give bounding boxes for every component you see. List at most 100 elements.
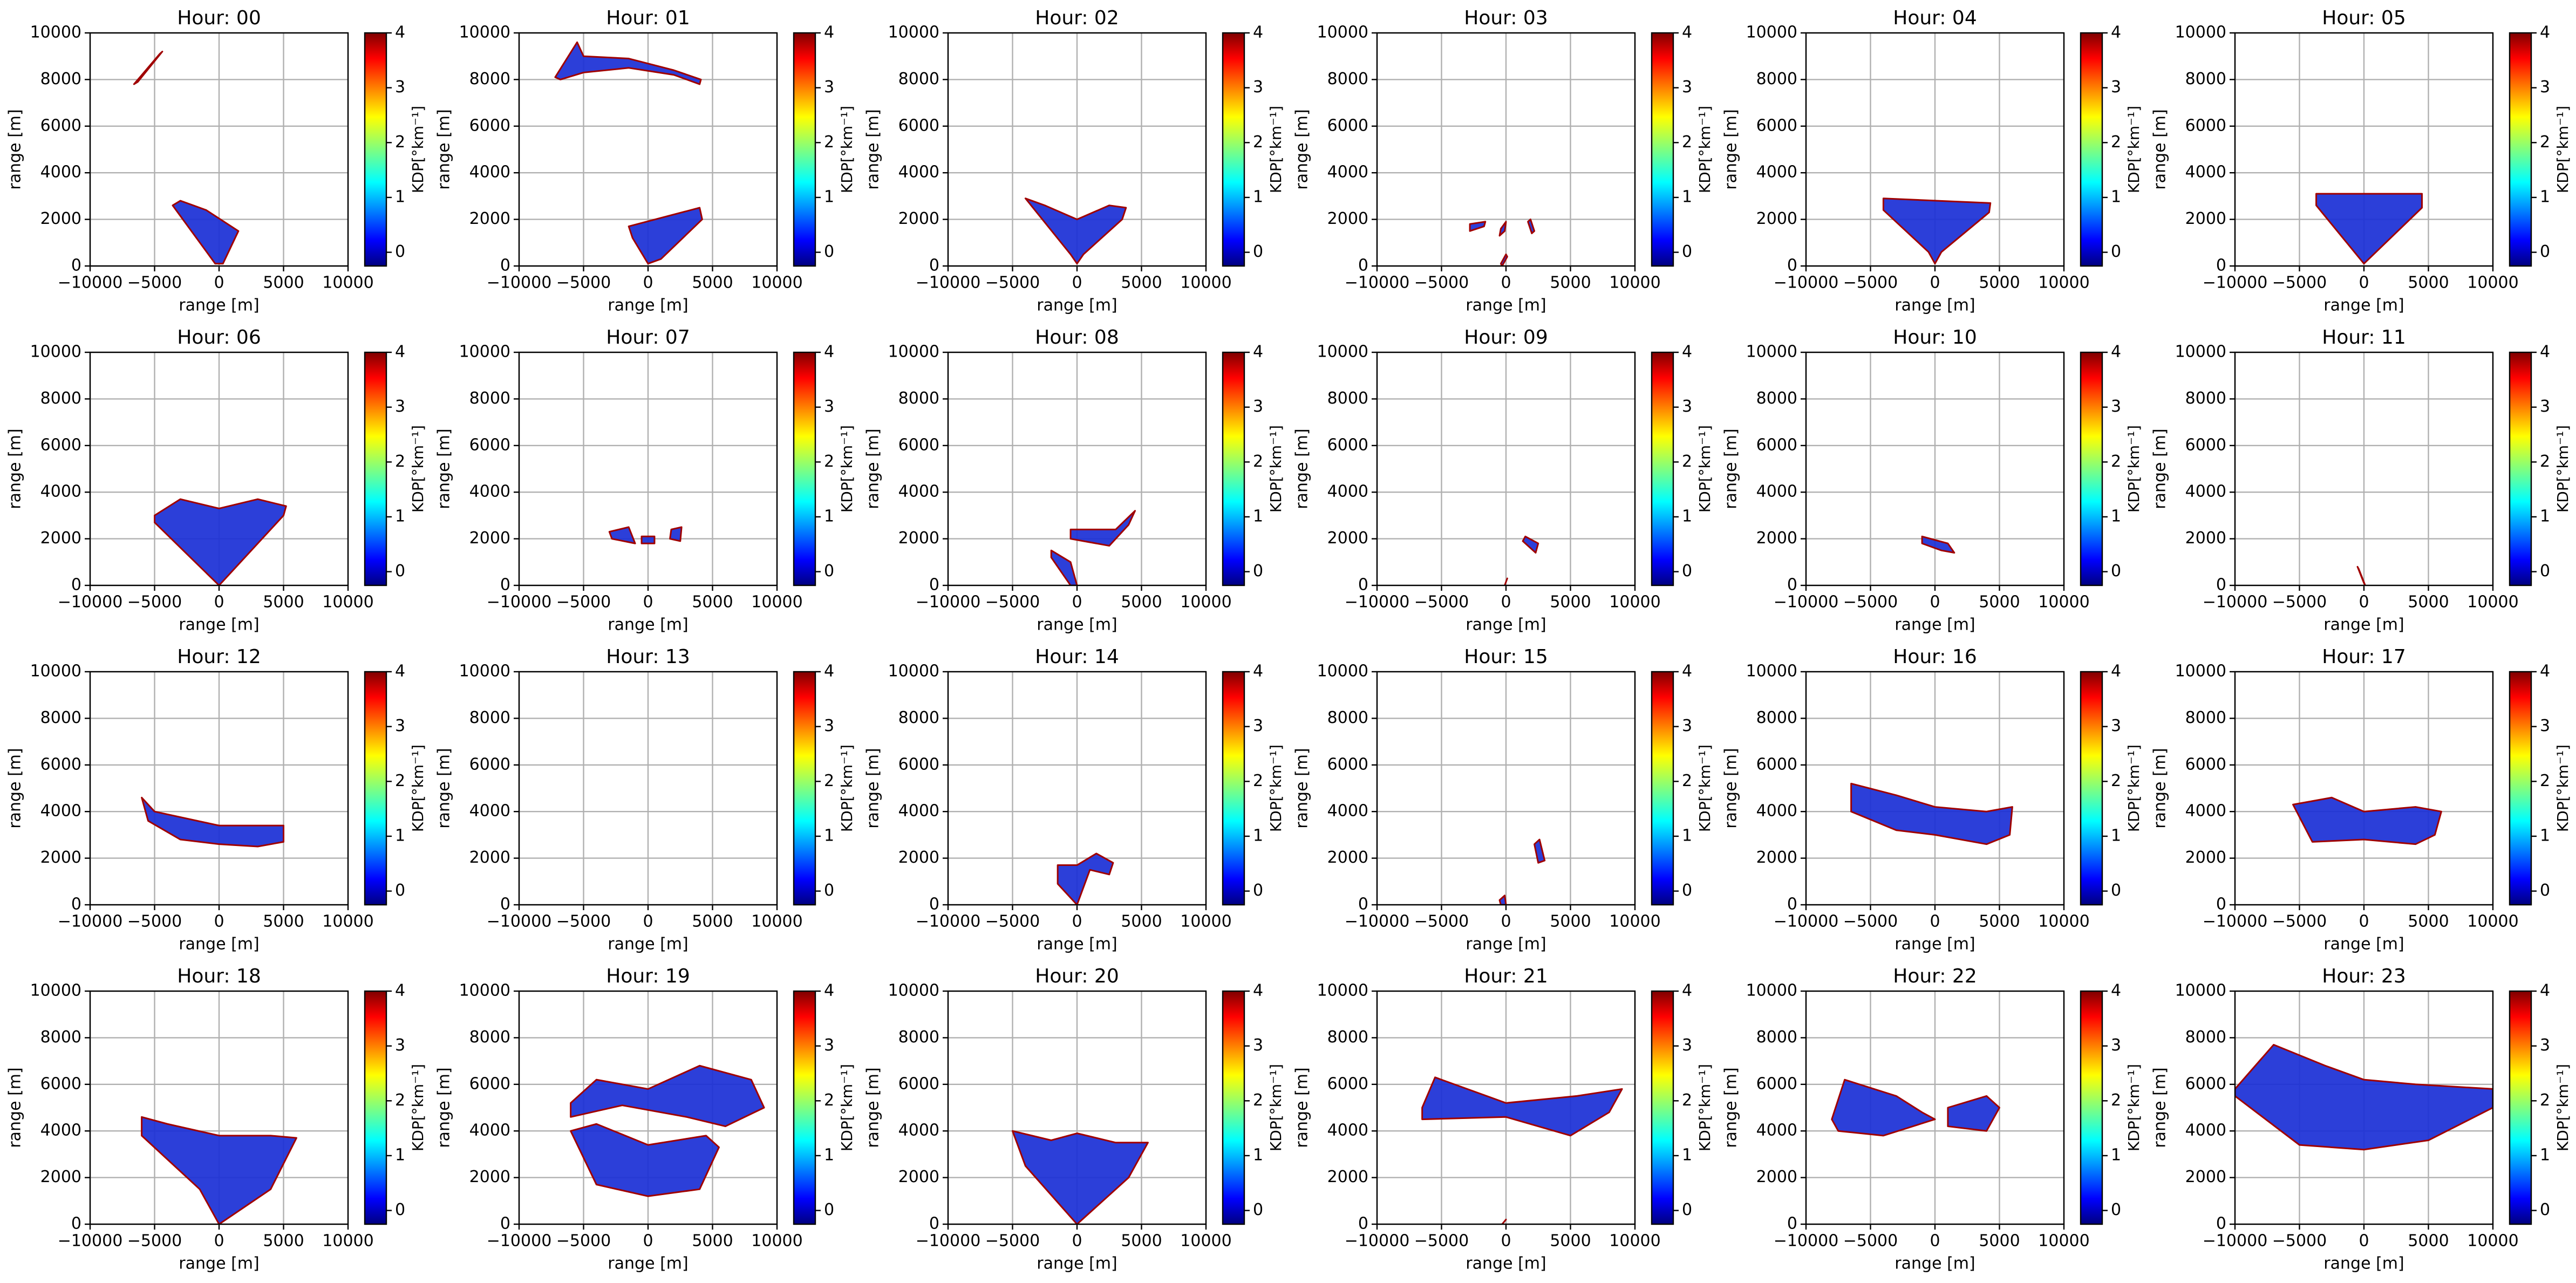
x-tick-label: 10000 <box>1609 593 1660 612</box>
y-tick-label: 0 <box>71 576 81 595</box>
x-axis-label: range [m] <box>608 1254 688 1273</box>
echo-region <box>1831 1079 1936 1137</box>
x-tick-label: 5000 <box>1979 1232 2020 1251</box>
x-tick-label: −5000 <box>1843 593 1898 612</box>
colorbar-label: KDP[°km⁻¹] <box>2554 745 2572 832</box>
x-tick-label: 5000 <box>1121 274 1162 292</box>
x-tick-label: 10000 <box>2038 274 2089 292</box>
colorbar-tick-label: 1 <box>2111 1145 2121 1164</box>
echo-region <box>1504 577 1508 585</box>
x-axis-label: range [m] <box>179 296 259 315</box>
colorbar <box>2509 351 2532 586</box>
x-tick-label: −10000 <box>58 912 123 931</box>
y-tick-label: 8000 <box>40 389 81 408</box>
colorbar-tick-label: 3 <box>2540 397 2550 416</box>
colorbar-tick-label: 3 <box>824 397 834 416</box>
axes-frame <box>947 32 1207 267</box>
colorbar-tick-label: 2 <box>824 1091 834 1110</box>
subplot-title: Hour: 12 <box>177 646 261 668</box>
y-tick-label: 10000 <box>2175 981 2226 1000</box>
x-tick-label: −5000 <box>1414 274 1469 292</box>
y-tick-label: 6000 <box>898 116 939 135</box>
colorbar-tick-label: 0 <box>824 881 834 900</box>
echo-region <box>2315 193 2423 265</box>
colorbar <box>1222 990 1245 1225</box>
y-tick-label: 8000 <box>2185 389 2226 408</box>
x-tick-label: −5000 <box>556 1232 611 1251</box>
y-tick-label: 8000 <box>898 708 939 727</box>
colorbar-tick-label: 4 <box>1682 981 1692 1000</box>
x-axis-label: range [m] <box>1037 935 1117 954</box>
y-tick-label: 4000 <box>40 802 81 821</box>
colorbar-tick-label: 1 <box>1253 1145 1263 1164</box>
x-tick-label: −10000 <box>487 274 552 292</box>
axes-frame <box>1376 990 1636 1225</box>
y-tick-label: 6000 <box>40 435 81 454</box>
x-tick-label: −10000 <box>487 912 552 931</box>
colorbar-label: KDP[°km⁻¹] <box>1267 745 1285 832</box>
y-axis-label: range [m] <box>435 1067 454 1148</box>
colorbar-tick-label: 0 <box>1682 881 1692 900</box>
y-tick-label: 10000 <box>30 343 81 361</box>
x-tick-label: 0 <box>1072 593 1082 612</box>
subplot-title: Hour: 04 <box>1893 7 1977 29</box>
colorbar-tick-label: 0 <box>2111 562 2121 581</box>
axes-frame <box>89 990 349 1225</box>
y-tick-label: 8000 <box>898 70 939 88</box>
x-tick-label: 0 <box>214 274 224 292</box>
subplot: −10000 −5000 0 5000 100000200040006000800010… <box>435 965 856 1273</box>
x-tick-label: −10000 <box>1345 593 1410 612</box>
y-tick-label: 8000 <box>469 1028 510 1047</box>
colorbar-tick-label: 2 <box>1682 772 1692 790</box>
x-tick-label: 5000 <box>263 1232 304 1251</box>
colorbar-label: KDP[°km⁻¹] <box>1267 425 1285 513</box>
colorbar-tick-label: 0 <box>1253 562 1263 581</box>
y-tick-label: 8000 <box>1756 708 1797 727</box>
x-tick-label: 10000 <box>2038 593 2089 612</box>
y-tick-label: 4000 <box>1756 802 1797 821</box>
axes-frame <box>2234 351 2494 586</box>
x-tick-label: 0 <box>214 912 224 931</box>
y-tick-label: 10000 <box>2175 343 2226 361</box>
subplot: −10000 −5000 0 5000 100000200040006000800010… <box>864 965 1285 1273</box>
colorbar-tick-label: 1 <box>824 507 834 526</box>
colorbar-tick-label: 4 <box>1682 343 1692 361</box>
x-tick-label: 0 <box>643 593 653 612</box>
colorbar <box>364 351 387 586</box>
subplot: −10000 −5000 0 5000 100000200040006000800010… <box>2151 646 2572 954</box>
x-tick-label: 10000 <box>322 912 373 931</box>
y-tick-label: 0 <box>929 576 939 595</box>
x-tick-label: −10000 <box>487 593 552 612</box>
y-tick-label: 10000 <box>459 343 510 361</box>
colorbar-tick-label: 2 <box>1253 133 1263 152</box>
y-tick-label: 2000 <box>469 848 510 867</box>
x-tick-label: 0 <box>643 912 653 931</box>
y-tick-label: 4000 <box>1327 482 1368 501</box>
y-tick-label: 2000 <box>40 1168 81 1186</box>
echo-layer <box>1057 852 1114 905</box>
x-axis-label: range [m] <box>2323 1254 2404 1273</box>
subplot-title: Hour: 06 <box>177 326 261 349</box>
colorbar-label: KDP[°km⁻¹] <box>2125 745 2143 832</box>
colorbar-tick-label: 4 <box>1682 662 1692 681</box>
axes-frame <box>2234 671 2494 906</box>
y-tick-label: 8000 <box>898 1028 939 1047</box>
x-tick-label: 10000 <box>322 593 373 612</box>
y-tick-label: 4000 <box>898 1121 939 1140</box>
y-tick-label: 6000 <box>469 116 510 135</box>
x-tick-label: −10000 <box>1774 593 1839 612</box>
x-tick-label: −5000 <box>1843 1232 1898 1251</box>
y-tick-label: 4000 <box>898 802 939 821</box>
y-tick-label: 8000 <box>2185 70 2226 88</box>
y-tick-label: 2000 <box>2185 848 2226 867</box>
x-tick-label: −5000 <box>127 912 182 931</box>
subplot: −10000 −5000 0 5000 100000200040006000800010… <box>864 326 1285 634</box>
colorbar-tick-label: 3 <box>395 716 405 735</box>
colorbar-tick-label: 4 <box>395 343 405 361</box>
x-tick-label: −5000 <box>556 912 611 931</box>
subplot-title: Hour: 17 <box>2322 646 2405 668</box>
x-tick-label: 10000 <box>751 593 802 612</box>
y-tick-label: 4000 <box>469 163 510 182</box>
y-tick-label: 10000 <box>888 23 939 42</box>
